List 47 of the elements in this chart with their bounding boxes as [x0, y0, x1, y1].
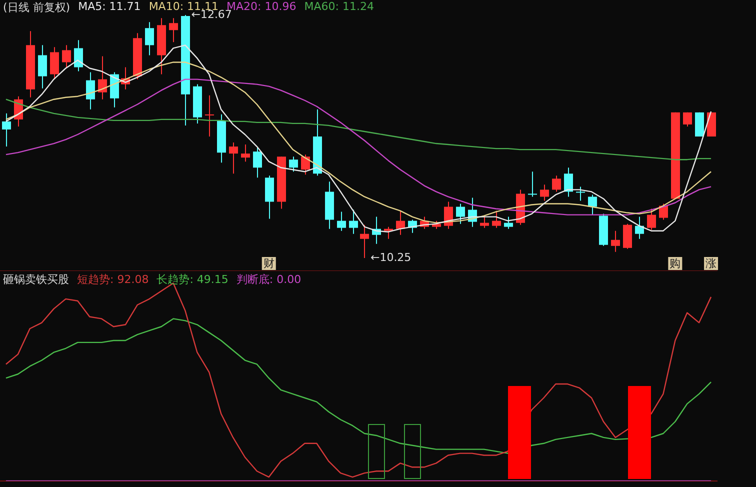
series-label: 短趋势: 92.08 [77, 272, 149, 287]
candlestick [683, 112, 692, 127]
candlestick [396, 210, 405, 236]
candlestick [74, 40, 83, 72]
annotation: ←10.25 [370, 250, 412, 264]
candlestick [384, 226, 393, 240]
candlestick [647, 208, 656, 230]
candlestick [145, 22, 154, 56]
candlestick [576, 186, 585, 202]
candlestick [349, 209, 358, 234]
candlestick [659, 203, 668, 220]
candlestick [229, 142, 238, 174]
text: MA5: 11.71 [78, 0, 141, 15]
chart-title: 砸锅卖铁买股 [3, 272, 69, 287]
text: MA60: 11.24 [304, 0, 374, 15]
candlestick [588, 194, 597, 216]
candlestick [360, 224, 369, 258]
candlestick [241, 144, 250, 162]
candlestick [38, 44, 47, 89]
text: 长趋势: 49.15 [156, 272, 228, 287]
candlestick [2, 112, 11, 148]
annotation: 涨 [706, 256, 717, 270]
candlestick [86, 72, 95, 110]
candlestick [492, 210, 501, 228]
candlestick [623, 223, 632, 250]
candlestick [169, 18, 178, 43]
candlestick [611, 230, 620, 252]
candlestick [253, 147, 262, 178]
candlestick [635, 216, 644, 240]
candlestick [540, 184, 549, 202]
text: 判断底: 0.00 [236, 272, 302, 287]
candlestick [552, 175, 561, 192]
candlestick [480, 215, 489, 228]
candlestick [289, 156, 298, 172]
candlestick [504, 216, 513, 230]
candlestick [456, 203, 465, 224]
candlestick [50, 46, 59, 80]
chart-title: (日线 前复权) [3, 0, 70, 15]
annotation: 购 [670, 256, 681, 270]
candlestick [62, 44, 71, 69]
annotation: 财 [263, 256, 274, 270]
candlestick [98, 56, 107, 100]
candlestick [564, 167, 573, 198]
candlestick [205, 94, 214, 138]
candlestick [301, 154, 310, 176]
candlestick [528, 171, 537, 198]
candlestick [337, 211, 346, 232]
